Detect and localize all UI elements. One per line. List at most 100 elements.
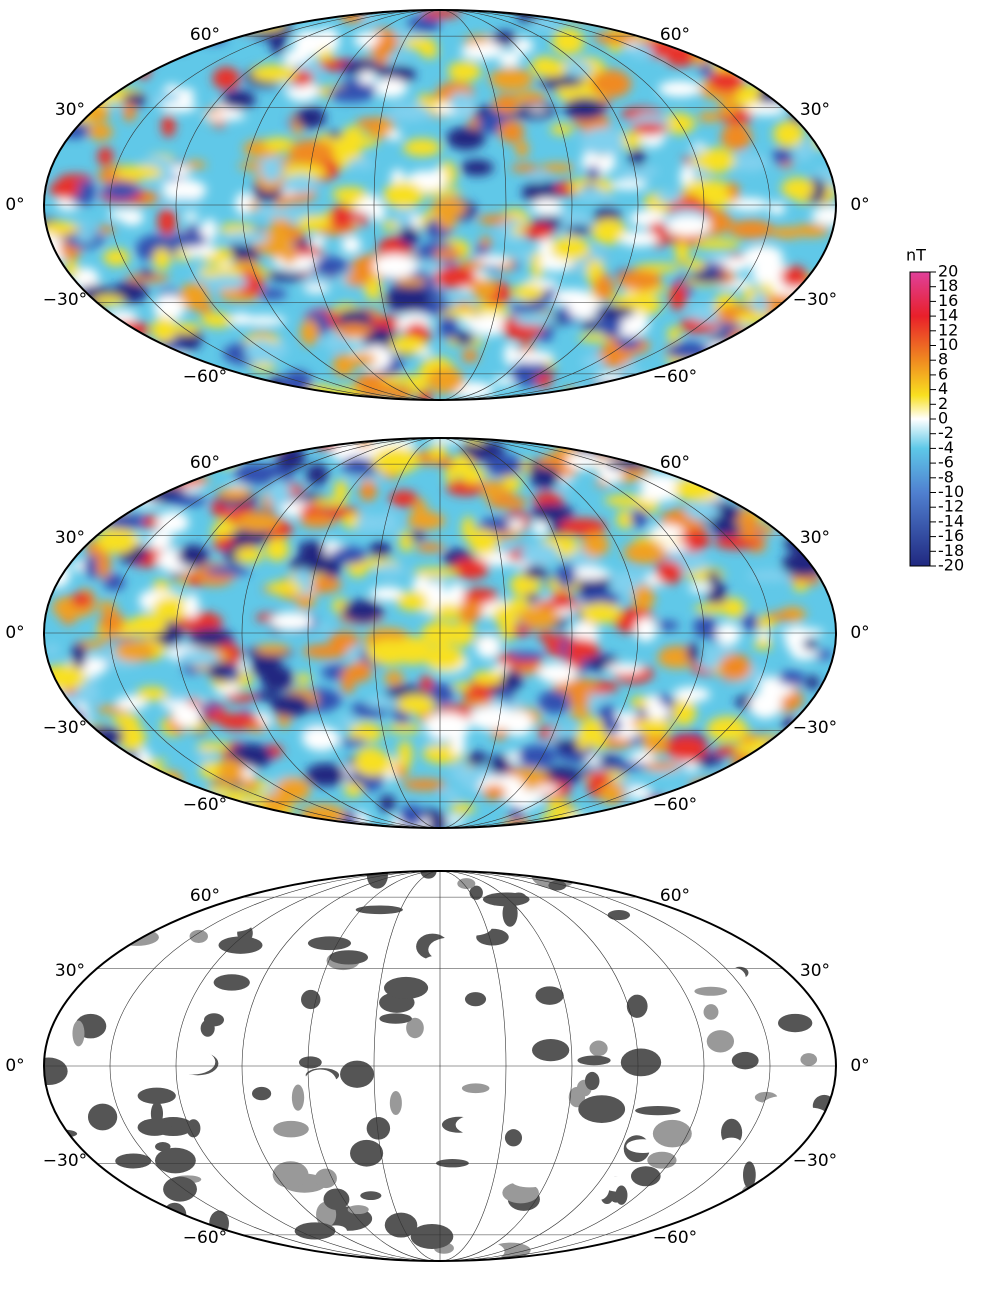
field-blob bbox=[461, 349, 479, 363]
field-blob bbox=[260, 156, 282, 183]
colorbar-tick-label: 6 bbox=[938, 364, 948, 383]
field-blob bbox=[754, 784, 802, 795]
field-blob bbox=[532, 520, 549, 536]
field-blob bbox=[461, 516, 475, 542]
field-blob bbox=[422, 189, 463, 198]
field-blob bbox=[766, 315, 783, 335]
field-blob bbox=[64, 10, 107, 24]
field-blob bbox=[735, 311, 772, 325]
field-blob bbox=[250, 64, 298, 83]
field-blob bbox=[160, 101, 197, 113]
field-blob bbox=[279, 871, 305, 882]
field-blob bbox=[695, 11, 738, 38]
field-blob bbox=[569, 707, 592, 720]
field-blob bbox=[161, 114, 176, 138]
field-blob bbox=[141, 1233, 179, 1258]
field-blob bbox=[224, 693, 257, 703]
field-blob bbox=[808, 772, 836, 800]
field-blob bbox=[550, 236, 590, 261]
field-blob bbox=[566, 10, 610, 21]
field-blob bbox=[788, 377, 803, 388]
colorbar-tick-label: 18 bbox=[938, 276, 958, 295]
field-blob bbox=[137, 1118, 172, 1136]
field-blob bbox=[348, 660, 373, 682]
field-blob bbox=[699, 646, 735, 659]
field-blob bbox=[451, 557, 490, 580]
field-blob bbox=[747, 336, 786, 351]
field-blob bbox=[264, 209, 303, 219]
field-blob bbox=[152, 247, 171, 270]
field-blob bbox=[368, 202, 386, 221]
field-blob bbox=[66, 78, 90, 91]
field-blob bbox=[341, 236, 362, 254]
field-blob bbox=[359, 479, 377, 502]
field-blob bbox=[772, 148, 793, 165]
field-blob bbox=[502, 899, 518, 927]
field-blob bbox=[220, 1247, 255, 1261]
field-blob bbox=[779, 25, 817, 35]
field-blob bbox=[112, 14, 128, 37]
field-blob bbox=[450, 764, 470, 782]
field-blob bbox=[489, 754, 511, 777]
field-blob bbox=[782, 341, 827, 366]
colorbar-tick-label: -8 bbox=[938, 467, 954, 486]
field-blob bbox=[537, 76, 586, 88]
field-blob bbox=[309, 576, 342, 593]
field-blob bbox=[239, 819, 266, 828]
field-blob bbox=[784, 353, 824, 372]
field-blob bbox=[412, 567, 459, 578]
field-blob bbox=[222, 230, 270, 245]
field-blob bbox=[722, 1249, 756, 1261]
field-blob bbox=[297, 215, 339, 232]
field-blob bbox=[752, 290, 770, 317]
field-blob bbox=[213, 911, 256, 932]
field-blob bbox=[137, 51, 165, 61]
field-blob bbox=[521, 181, 563, 204]
field-blob bbox=[540, 1210, 565, 1229]
field-blob bbox=[177, 87, 195, 103]
latitude-label: −30° bbox=[793, 718, 837, 738]
field-blob bbox=[194, 1080, 215, 1107]
field-blob bbox=[807, 792, 836, 810]
field-blob bbox=[731, 1051, 759, 1070]
field-blob bbox=[532, 1038, 570, 1062]
field-blob bbox=[531, 198, 563, 215]
field-blob bbox=[773, 120, 805, 148]
field-blob bbox=[449, 803, 476, 814]
field-blob bbox=[513, 313, 558, 326]
field-blob bbox=[226, 668, 241, 682]
field-blob bbox=[720, 967, 746, 989]
field-blob bbox=[112, 714, 141, 727]
field-blob bbox=[58, 331, 75, 345]
field-blob bbox=[90, 1181, 108, 1206]
field-blob bbox=[260, 665, 294, 692]
field-blob bbox=[155, 817, 185, 827]
field-blob bbox=[89, 899, 123, 920]
field-blob bbox=[293, 30, 326, 57]
field-blob bbox=[259, 386, 279, 400]
field-blob bbox=[270, 693, 312, 718]
field-blob bbox=[693, 616, 718, 638]
field-blob bbox=[417, 389, 433, 400]
field-blob bbox=[661, 112, 696, 135]
field-blob bbox=[581, 532, 610, 558]
field-blob bbox=[46, 267, 60, 284]
field-blob bbox=[235, 512, 282, 532]
field-blob bbox=[240, 315, 287, 326]
field-blob bbox=[275, 777, 311, 802]
field-blob bbox=[645, 17, 662, 29]
field-blob bbox=[58, 323, 104, 344]
field-blob bbox=[77, 777, 118, 797]
field-blob bbox=[65, 57, 81, 69]
field-blob bbox=[690, 272, 728, 283]
field-blob bbox=[772, 889, 816, 908]
field-blob bbox=[788, 1214, 817, 1228]
field-blob bbox=[307, 936, 352, 951]
field-blob bbox=[329, 204, 354, 233]
field-blob bbox=[131, 20, 177, 31]
field-blob bbox=[598, 704, 616, 723]
field-blob bbox=[129, 947, 161, 965]
field-blob bbox=[79, 35, 104, 57]
field-blob bbox=[600, 761, 648, 771]
field-blob bbox=[257, 288, 288, 300]
